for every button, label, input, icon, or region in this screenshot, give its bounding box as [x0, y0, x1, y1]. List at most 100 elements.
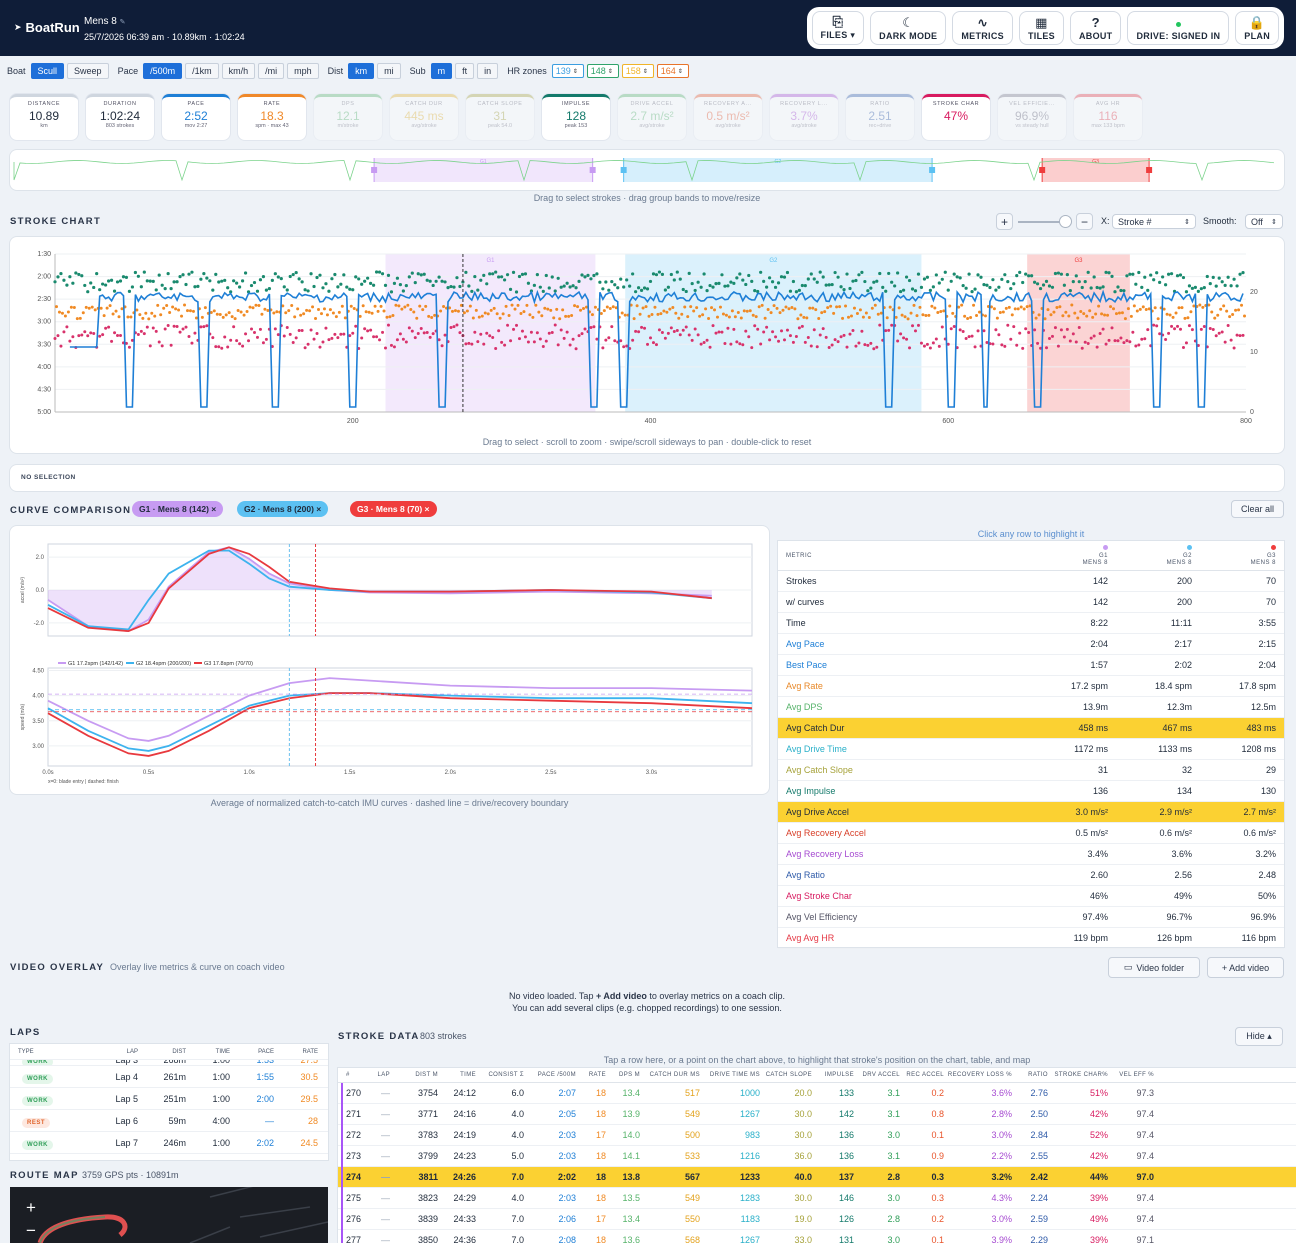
smooth-select[interactable]: Off ⇕: [1245, 214, 1283, 229]
toolbar-metrics-button[interactable]: ∿ METRICS: [952, 11, 1013, 45]
zoom-slider-handle[interactable]: [1059, 215, 1072, 228]
metrics-row[interactable]: Avg Catch Dur 458 ms 467 ms 483 ms: [778, 718, 1284, 739]
metrics-row[interactable]: Avg Drive Time 1172 ms 1133 ms 1208 ms: [778, 739, 1284, 760]
stroke-chart-plot[interactable]: G1 G2 G3 1:30 2:00 2:30 3:00 3:30 4:00 4:30 5:00 0 1…: [10, 237, 1284, 437]
setting-sub-option[interactable]: in: [477, 63, 499, 79]
overview-strip[interactable]: G1 G2 G3: [10, 150, 1284, 190]
metrics-row[interactable]: Avg Stroke Char 46% 49% 50%: [778, 886, 1284, 907]
setting-pace-option[interactable]: /mi: [258, 63, 285, 79]
zoom-slider[interactable]: [1018, 221, 1070, 223]
setting-sub-option[interactable]: m: [430, 63, 453, 79]
toolbar-lock-button[interactable]: 🔒 PLAN: [1235, 11, 1279, 45]
setting-dist-option[interactable]: km: [348, 63, 375, 79]
pace-line[interactable]: [69, 289, 1244, 408]
stroke-data-row[interactable]: 277 — 3850 24:36 7.0 2:08 18 13.6 568 1267 33.0 131…: [338, 1230, 1296, 1243]
metrics-row[interactable]: Best Pace 1:57 2:02 2:04: [778, 655, 1284, 676]
lap-row[interactable]: REST Lap 6 59m 4:00 — 28: [10, 1110, 328, 1132]
tile-rate[interactable]: RATE 18.3 spm · max 43: [238, 94, 306, 140]
metrics-row[interactable]: Avg Pace 2:04 2:17 2:15: [778, 634, 1284, 655]
toolbar-moon-button[interactable]: ☾ DARK MODE: [870, 11, 947, 45]
stroke-chart[interactable]: G1 G2 G3 1:30 2:00 2:30 3:00 3:30 4:00 4:30 5:00 0 1…: [10, 237, 1284, 453]
tile-catch-dur[interactable]: CATCH DUR 445 ms avg/stroke: [390, 94, 458, 140]
group-chip[interactable]: G3 · Mens 8 (70) ×: [350, 501, 437, 517]
metrics-row[interactable]: Time 8:22 11:11 3:55: [778, 613, 1284, 634]
toolbar-files-button[interactable]: ⎘ FILES ▾: [811, 11, 865, 45]
toolbar-drive-button[interactable]: DRIVE: SIGNED IN: [1127, 11, 1230, 45]
setting-boat-option[interactable]: Sweep: [67, 63, 109, 79]
metrics-row[interactable]: Avg Impulse 136 134 130: [778, 781, 1284, 802]
stroke-data-row[interactable]: 276 — 3839 24:33 7.0 2:06 17 13.4 550 1183 19.0 126…: [338, 1209, 1296, 1230]
lap-row[interactable]: WORK Lap 3 268m 1:00 1:53 27.5: [10, 1060, 328, 1066]
band-handle[interactable]: [371, 167, 378, 173]
band-handle[interactable]: [929, 167, 936, 173]
setting-pace-option[interactable]: /1km: [185, 63, 219, 79]
stroke-data-row[interactable]: 274 — 3811 24:26 7.0 2:02 18 13.8 567 1233 40.0 137…: [338, 1167, 1296, 1188]
tile-duration[interactable]: DURATION 1:02:24 803 strokes: [86, 94, 154, 140]
clear-all-button[interactable]: Clear all: [1231, 500, 1284, 518]
metrics-row[interactable]: Strokes 142 200 70: [778, 571, 1284, 592]
stroke-data-row[interactable]: 271 — 3771 24:16 4.0 2:05 18 13.9 549 1267 30.0 142…: [338, 1104, 1296, 1125]
x-axis-select[interactable]: Stroke # ⇕: [1112, 214, 1196, 229]
chart-points[interactable]: [53, 270, 1247, 351]
edit-icon[interactable]: ✎: [119, 19, 126, 26]
hide-stroke-data-button[interactable]: Hide ▴: [1235, 1027, 1283, 1046]
metrics-row[interactable]: Avg DPS 13.9m 12.3m 12.5m: [778, 697, 1284, 718]
setting-pace-option[interactable]: km/h: [221, 63, 256, 79]
metrics-row[interactable]: Avg Ratio 2.60 2.56 2.48: [778, 865, 1284, 886]
setting-pace-option[interactable]: /500m: [143, 63, 183, 79]
tile-stroke-char[interactable]: STROKE CHAR 47%: [922, 94, 990, 140]
chart-group-band[interactable]: [385, 254, 596, 412]
band-handle[interactable]: [589, 167, 596, 173]
tile-impulse[interactable]: IMPULSE 128 peak 153: [542, 94, 610, 140]
tile-catch-slope[interactable]: CATCH SLOPE 31 peak 54.0: [466, 94, 534, 140]
video-msg-add[interactable]: + Add video: [595, 991, 647, 1001]
zoom-out-button[interactable]: −: [1076, 213, 1093, 230]
metrics-row[interactable]: Avg Recovery Accel 0.5 m/s² 0.6 m/s² 0.6 m/…: [778, 823, 1284, 844]
metrics-row[interactable]: Avg Vel Efficiency 97.4% 96.7% 96.9%: [778, 907, 1284, 928]
stroke-data-row[interactable]: 275 — 3823 24:29 4.0 2:03 18 13.5 549 1283 30.0 146…: [338, 1188, 1296, 1209]
setting-sub-option[interactable]: ft: [455, 63, 475, 79]
hr-zone-input[interactable]: 164 ⇕: [656, 64, 689, 78]
tile-distance[interactable]: DISTANCE 10.89 km: [10, 94, 78, 140]
tile-vel-efficie[interactable]: VEL EFFICIE... 96.9% vs steady hull: [998, 94, 1066, 140]
tile-pace[interactable]: PACE 2:52 mov 2:27: [162, 94, 230, 140]
tile-recovery-a[interactable]: RECOVERY A... 0.5 m/s² avg/stroke: [694, 94, 762, 140]
hr-zone-input[interactable]: 148 ⇕: [586, 64, 619, 78]
zoom-in-button[interactable]: +: [996, 213, 1013, 230]
tile-avg-hr[interactable]: AVG HR 116 max 133 bpm: [1074, 94, 1142, 140]
lap-row[interactable]: WORK Lap 4 261m 1:00 1:55 30.5: [10, 1066, 328, 1088]
overview-band-G2[interactable]: [623, 158, 933, 182]
setting-dist-option[interactable]: mi: [377, 63, 401, 79]
add-video-button[interactable]: + Add video: [1207, 957, 1284, 978]
route-map[interactable]: + −: [10, 1187, 328, 1243]
metrics-row[interactable]: Avg Drive Accel 3.0 m/s² 2.9 m/s² 2.7 m/s²: [778, 802, 1284, 823]
tile-dps[interactable]: DPS 12.1 m/stroke: [314, 94, 382, 140]
brand-logo[interactable]: ➤ BoatRun: [14, 20, 80, 35]
stroke-data-row[interactable]: 270 — 3754 24:12 6.0 2:07 18 13.4 517 1000 20.0 133…: [338, 1083, 1296, 1104]
session-name[interactable]: Mens 8: [84, 16, 117, 27]
lap-row[interactable]: WORK Lap 7 246m 1:00 2:02 24.5: [10, 1132, 328, 1154]
toolbar-help-button[interactable]: ? ABOUT: [1069, 11, 1122, 45]
metrics-row[interactable]: Avg Catch Slope 31 32 29: [778, 760, 1284, 781]
band-handle[interactable]: [1146, 167, 1153, 173]
hr-zone-input[interactable]: 158 ⇕: [621, 64, 654, 78]
stroke-data-row[interactable]: 272 — 3783 24:19 4.0 2:03 17 14.0 500 983 30.0 136 3…: [338, 1125, 1296, 1146]
tile-drive-accel[interactable]: DRIVE ACCEL 2.7 m/s² avg/stroke: [618, 94, 686, 140]
group-chip[interactable]: G1 · Mens 8 (142) ×: [132, 501, 224, 517]
band-handle[interactable]: [1039, 167, 1046, 173]
route-map-canvas[interactable]: [10, 1187, 328, 1243]
setting-pace-option[interactable]: mph: [287, 63, 319, 79]
stroke-data-row[interactable]: 273 — 3799 24:23 5.0 2:03 18 14.1 533 1216 36.0 136…: [338, 1146, 1296, 1167]
lap-row[interactable]: WORK Lap 5 251m 1:00 2:00 29.5: [10, 1088, 328, 1110]
band-handle[interactable]: [620, 167, 627, 173]
metrics-row[interactable]: Avg Avg HR 119 bpm 126 bpm 116 bpm: [778, 928, 1284, 949]
hr-zone-input[interactable]: 139 ⇕: [551, 64, 584, 78]
map-zoom-in-button[interactable]: +: [26, 1198, 36, 1217]
map-zoom-out-button[interactable]: −: [26, 1221, 36, 1240]
metrics-row[interactable]: Avg Rate 17.2 spm 18.4 spm 17.8 spm: [778, 676, 1284, 697]
tile-recovery-l[interactable]: RECOVERY L... 3.7% avg/stroke: [770, 94, 838, 140]
toolbar-tiles-button[interactable]: ▦ TILES: [1018, 11, 1064, 45]
metrics-row[interactable]: w/ curves 142 200 70: [778, 592, 1284, 613]
tile-ratio[interactable]: RATIO 2.51 rec÷drive: [846, 94, 914, 140]
group-chip[interactable]: G2 · Mens 8 (200) ×: [237, 501, 329, 517]
